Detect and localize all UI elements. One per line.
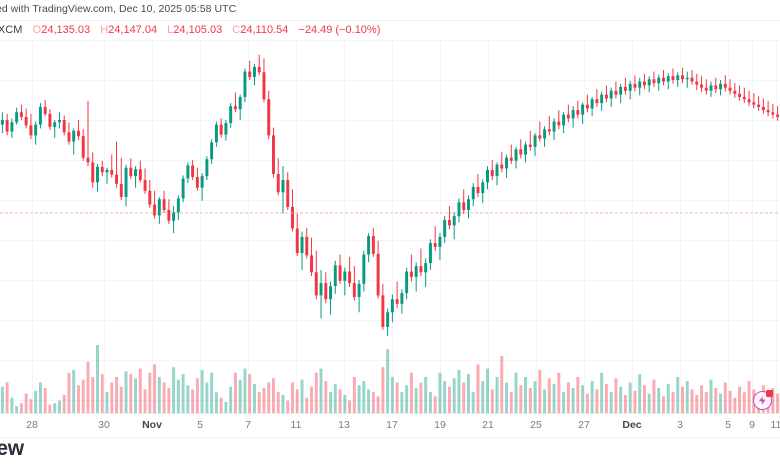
attribution-bar: ted with TradingView.com, Dec 10, 2025 0… <box>0 0 780 21</box>
x-axis-tick-30: 30 <box>98 419 110 431</box>
x-axis-tick-9: 9 <box>749 419 755 431</box>
close-tag: C <box>232 24 241 36</box>
x-axis-tick-25: 25 <box>530 419 542 431</box>
x-axis-tick-21: 21 <box>482 419 494 431</box>
low-value: 24,105.03 <box>173 24 223 36</box>
low-tag: L <box>167 24 174 36</box>
x-axis-tick-27: 27 <box>578 419 590 431</box>
x-axis-tick-28: 28 <box>26 419 38 431</box>
x-axis-tick-7: 7 <box>245 419 251 431</box>
open-tag: O <box>32 24 42 36</box>
high-tag: H <box>100 24 109 36</box>
open-value: 24,135.03 <box>41 24 91 36</box>
x-axis[interactable]: 28 30 Nov 5 7 11 13 17 19 21 25 27 Dec 3 5 9 11 <box>0 413 780 438</box>
x-axis-tick-3: 3 <box>677 419 683 431</box>
x-axis-tick-dec: Dec <box>622 419 642 431</box>
high-value: 24,147.04 <box>108 24 158 36</box>
attribution-text: ted with TradingView.com, Dec 10, 2025 0… <box>0 3 237 15</box>
ohlc-close: C24,110.54 <box>232 24 288 36</box>
x-axis-tick-11: 11 <box>770 419 780 431</box>
lightning-bolt-icon[interactable] <box>753 390 773 410</box>
badge-alert-dot <box>766 390 773 397</box>
candlestick-svg <box>0 40 780 413</box>
x-axis-tick-17: 17 <box>386 419 398 431</box>
chart-plot-area[interactable] <box>0 40 780 413</box>
symbol-label[interactable]: FXCM <box>0 24 23 36</box>
close-value: 24,110.54 <box>240 24 289 36</box>
x-axis-tick-5: 5 <box>725 419 731 431</box>
x-axis-tick-11: 11 <box>290 419 302 431</box>
x-axis-tick-13: 13 <box>338 419 350 431</box>
bottom-divider <box>0 437 780 438</box>
x-axis-tick-nov: Nov <box>142 419 162 431</box>
ohlc-low: L24,105.03 <box>167 24 222 36</box>
ohlc-high: H24,147.04 <box>100 24 157 36</box>
ohlc-open: O24,135.03 <box>33 24 91 36</box>
tradingview-watermark: gView <box>0 437 24 460</box>
x-axis-tick-5: 5 <box>197 419 203 431</box>
change-value: −24.49 (−0.10%) <box>298 24 381 36</box>
x-axis-tick-19: 19 <box>434 419 446 431</box>
